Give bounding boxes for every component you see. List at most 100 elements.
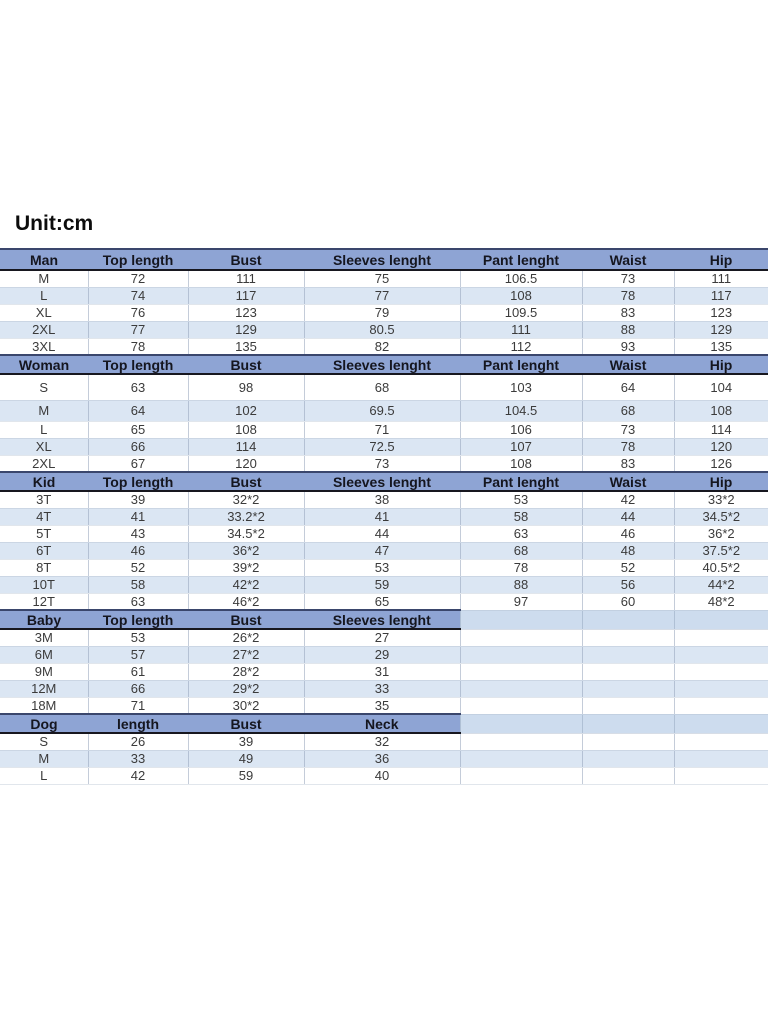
empty-cell: [459, 663, 582, 681]
value-cell: 129: [673, 321, 768, 339]
value-cell: 72: [87, 270, 188, 288]
value-cell: 111: [459, 321, 582, 339]
value-cell: 60: [581, 593, 674, 611]
value-cell: 107: [459, 438, 582, 456]
header-cell-kid-4: Pant lenght: [460, 471, 582, 492]
row-dog-m: M 33 49 36: [0, 750, 768, 768]
value-cell: 40: [303, 767, 460, 785]
header-cell-dog-0: Dog: [0, 713, 88, 734]
value-cell: 49: [187, 750, 304, 768]
size-cell: 4T: [0, 508, 88, 526]
value-cell: 26*2: [187, 629, 304, 647]
value-cell: 52: [581, 559, 674, 577]
value-cell: 106: [459, 421, 582, 439]
empty-header-filler-cell: [673, 713, 768, 734]
value-cell: 39*2: [187, 559, 304, 577]
value-cell: 27*2: [187, 646, 304, 664]
value-cell: 31: [303, 663, 460, 681]
value-cell: 109.5: [459, 304, 582, 322]
header-cell-woman-5: Waist: [582, 354, 674, 375]
size-cell: 3M: [0, 629, 88, 647]
value-cell: 42: [581, 491, 674, 509]
empty-cell: [673, 663, 768, 681]
empty-cell: [581, 697, 674, 715]
value-cell: 36*2: [673, 525, 768, 543]
value-cell: 41: [87, 508, 188, 526]
value-cell: 38: [303, 491, 460, 509]
value-cell: 120: [673, 438, 768, 456]
row-baby-3m: 3M 53 26*2 27: [0, 629, 768, 647]
value-cell: 58: [87, 576, 188, 594]
value-cell: 108: [459, 455, 582, 473]
empty-cell: [459, 767, 582, 785]
value-cell: 40.5*2: [673, 559, 768, 577]
header-cell-woman-2: Bust: [188, 354, 304, 375]
value-cell: 44: [581, 508, 674, 526]
value-cell: 59: [187, 767, 304, 785]
empty-header-filler-cell: [581, 713, 674, 734]
value-cell: 63: [87, 374, 188, 401]
value-cell: 64: [581, 374, 674, 401]
value-cell: 117: [673, 287, 768, 305]
section-header-row-man: Man Top length Bust Sleeves lenght Pant leng…: [0, 248, 768, 271]
section-header-row-dog: Dog length Bust Neck: [0, 713, 768, 734]
value-cell: 117: [187, 287, 304, 305]
value-cell: 71: [303, 421, 460, 439]
value-cell: 32: [303, 733, 460, 751]
header-cell-baby-3: Sleeves lenght: [304, 609, 460, 630]
value-cell: 53: [459, 491, 582, 509]
header-cell-man-1: Top length: [88, 248, 188, 271]
value-cell: 63: [87, 593, 188, 611]
value-cell: 32*2: [187, 491, 304, 509]
row-kid-3t: 3T 39 32*2 38 53 42 33*2: [0, 491, 768, 509]
empty-cell: [581, 733, 674, 751]
value-cell: 39: [87, 491, 188, 509]
value-cell: 66: [87, 438, 188, 456]
value-cell: 106.5: [459, 270, 582, 288]
value-cell: 78: [87, 338, 188, 356]
row-kid-5t: 5T 43 34.5*2 44 63 46 36*2: [0, 525, 768, 543]
empty-cell: [459, 629, 582, 647]
size-cell: L: [0, 767, 88, 785]
value-cell: 126: [673, 455, 768, 473]
empty-cell: [581, 767, 674, 785]
row-man-xl: XL 76 123 79 109.5 83 123: [0, 304, 768, 322]
empty-cell: [673, 767, 768, 785]
value-cell: 78: [581, 438, 674, 456]
value-cell: 98: [187, 374, 304, 401]
empty-header-filler-cell: [581, 609, 674, 630]
value-cell: 75: [303, 270, 460, 288]
value-cell: 52: [87, 559, 188, 577]
empty-cell: [581, 680, 674, 698]
value-cell: 71: [87, 697, 188, 715]
value-cell: 41: [303, 508, 460, 526]
header-cell-woman-6: Hip: [674, 354, 768, 375]
value-cell: 37.5*2: [673, 542, 768, 560]
empty-cell: [673, 629, 768, 647]
value-cell: 79: [303, 304, 460, 322]
value-cell: 93: [581, 338, 674, 356]
row-baby-18m: 18M 71 30*2 35: [0, 697, 768, 715]
value-cell: 83: [581, 304, 674, 322]
empty-cell: [673, 750, 768, 768]
header-cell-baby-1: Top length: [88, 609, 188, 630]
size-cell: L: [0, 287, 88, 305]
value-cell: 53: [87, 629, 188, 647]
value-cell: 26: [87, 733, 188, 751]
header-cell-man-5: Waist: [582, 248, 674, 271]
value-cell: 33.2*2: [187, 508, 304, 526]
size-cell: 6T: [0, 542, 88, 560]
value-cell: 48*2: [673, 593, 768, 611]
value-cell: 78: [581, 287, 674, 305]
value-cell: 78: [459, 559, 582, 577]
value-cell: 135: [187, 338, 304, 356]
value-cell: 56: [581, 576, 674, 594]
value-cell: 129: [187, 321, 304, 339]
value-cell: 123: [187, 304, 304, 322]
size-cell: S: [0, 374, 88, 401]
row-man-m: M 72 111 75 106.5 73 111: [0, 270, 768, 288]
size-cell: 8T: [0, 559, 88, 577]
row-dog-s: S 26 39 32: [0, 733, 768, 751]
value-cell: 28*2: [187, 663, 304, 681]
empty-cell: [581, 663, 674, 681]
